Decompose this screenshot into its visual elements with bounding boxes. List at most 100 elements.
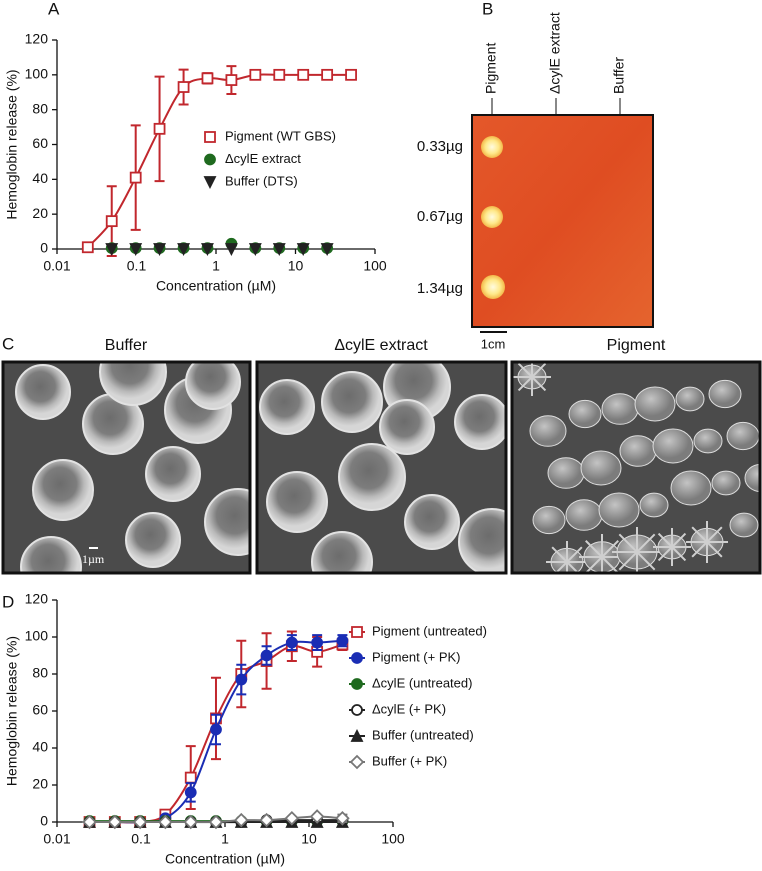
marker	[129, 171, 142, 184]
marker	[82, 814, 97, 830]
x-tick-label: 10	[288, 258, 304, 274]
cell	[529, 415, 567, 447]
y-tick-label: 120	[25, 591, 49, 607]
spicule	[601, 556, 619, 573]
spicule	[636, 533, 656, 553]
marker	[284, 811, 300, 826]
spicule	[657, 546, 673, 562]
cell	[99, 362, 167, 406]
micrograph-frame	[1, 360, 252, 575]
marker	[285, 636, 298, 649]
cell	[125, 512, 181, 568]
cell	[32, 459, 94, 521]
cell	[708, 379, 742, 409]
cells	[259, 362, 506, 573]
marker	[320, 243, 334, 257]
y-tick-label: 120	[25, 31, 49, 47]
cell	[601, 393, 639, 425]
marker	[105, 243, 119, 257]
x-axis-title: Concentration (µM)	[156, 278, 276, 294]
cell	[15, 364, 71, 420]
row-label: 0.67µg	[417, 208, 463, 225]
cell	[744, 463, 760, 493]
y-axis-title: Hemoglobin release (%)	[4, 636, 20, 786]
cells	[15, 362, 250, 573]
cell	[670, 470, 712, 506]
marker	[153, 122, 166, 135]
marker	[296, 243, 310, 257]
cell	[454, 394, 506, 450]
marker	[336, 634, 349, 647]
marker	[248, 243, 262, 257]
x-tick-label: 0.01	[43, 831, 70, 847]
spicule	[517, 362, 533, 378]
legend-marker	[350, 728, 364, 742]
cell	[711, 470, 741, 496]
column-label: Pigment	[483, 43, 499, 94]
fit-line	[87, 73, 352, 248]
cell	[726, 421, 760, 451]
cell	[404, 494, 460, 550]
x-tick-label: 100	[363, 258, 387, 274]
y-tick-label: 80	[32, 100, 48, 116]
legend-marker	[351, 704, 363, 716]
cell	[619, 435, 657, 467]
marker	[129, 243, 143, 257]
legend-label: Buffer (untreated)	[372, 727, 474, 742]
y-tick-label: 20	[32, 776, 48, 792]
cell	[259, 379, 315, 435]
marker	[158, 814, 173, 830]
marker	[184, 771, 197, 784]
x-tick-label: 0.1	[131, 831, 151, 847]
scale-bar-label: 1cm	[481, 336, 506, 351]
marker	[225, 74, 238, 86]
legend-marker	[351, 678, 363, 690]
legend-label: Pigment (WT GBS)	[225, 128, 336, 143]
cell	[145, 446, 201, 502]
spicule	[531, 362, 547, 378]
panel-c: C Buffer ΔcylE extract Pigment 1µm	[1, 334, 762, 575]
marker	[184, 786, 197, 799]
scale-bar-label: 1µm	[82, 552, 105, 566]
chart: D 0 20 40 60 80 100 120 0.01 0.1 1 10 100 Concentrati…	[2, 591, 487, 867]
marker	[272, 243, 286, 257]
marker	[201, 243, 214, 257]
marker	[297, 68, 310, 81]
spicule	[691, 541, 708, 558]
spicule	[618, 533, 638, 553]
legend-marker	[351, 626, 363, 638]
spicule	[566, 561, 580, 573]
marker	[210, 723, 222, 736]
cell	[639, 492, 669, 518]
chart: A 0 20 40 60 80 100 120 0.01 0.1 1 10 100 Concentrati…	[4, 0, 387, 294]
cell	[693, 428, 723, 454]
spicule	[618, 551, 638, 571]
x-tick-label: 1	[221, 831, 229, 847]
spicule	[706, 541, 723, 558]
row-label: 1.34µg	[417, 280, 463, 297]
cell	[729, 512, 759, 538]
marker	[249, 68, 262, 81]
y-axis-title: Hemoglobin release (%)	[4, 69, 20, 219]
cell	[652, 428, 694, 464]
y-tick-label: 100	[25, 628, 49, 644]
spicule	[585, 540, 603, 558]
cells	[513, 362, 760, 573]
legend-marker	[349, 754, 365, 770]
legend-label: ΔcylE extract	[225, 151, 301, 166]
column-label: ΔcylE extract	[547, 12, 563, 94]
legend-marker	[203, 176, 217, 190]
spicule	[671, 532, 687, 548]
marker	[311, 636, 324, 649]
panel-label: C	[2, 334, 14, 353]
marker	[183, 814, 199, 830]
marker	[201, 72, 214, 85]
legend-label: ΔcylE (untreated)	[372, 675, 472, 690]
y-tick-label: 40	[32, 170, 48, 186]
marker	[335, 811, 350, 826]
spicule	[601, 540, 619, 558]
legend-marker	[204, 153, 216, 166]
legend-marker	[351, 652, 363, 664]
marker	[321, 68, 334, 81]
